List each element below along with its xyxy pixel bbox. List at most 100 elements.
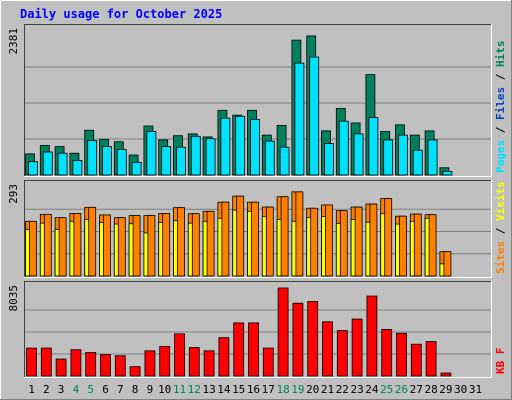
- files-bar: [383, 139, 394, 176]
- files-bar: [131, 161, 142, 176]
- sites-bar: [399, 215, 407, 277]
- files-bar: [102, 146, 112, 176]
- kbf-bar: [351, 318, 363, 377]
- bars-hits_files_pages: [25, 35, 453, 176]
- day-label: 10: [158, 383, 171, 396]
- sites-bar: [177, 207, 185, 277]
- kbf-bar: [218, 337, 230, 377]
- day-label: 14: [217, 383, 231, 396]
- kbf-bar: [70, 349, 82, 377]
- day-label: 15: [232, 383, 245, 396]
- kbf-bar: [396, 332, 407, 377]
- day-label: 12: [188, 383, 201, 396]
- day-label: 19: [291, 383, 304, 396]
- files-bar: [42, 151, 53, 176]
- kbf-bar: [26, 347, 37, 377]
- sites-bar: [428, 214, 437, 277]
- y-max-label: 293: [7, 184, 20, 204]
- day-label: 9: [147, 383, 154, 396]
- files-bar: [427, 139, 438, 176]
- panel-hits_files_pages: 2381 Pages / Files / Hits: [7, 24, 507, 177]
- files-bar: [116, 149, 127, 176]
- series-legend: Pages / Files / Hits: [494, 41, 507, 174]
- files-bar: [398, 134, 408, 176]
- sites-bar: [191, 213, 200, 277]
- files-bar: [309, 56, 320, 176]
- kbf-bar: [100, 354, 111, 377]
- sites-bar: [339, 210, 348, 277]
- sites-bar: [43, 213, 52, 277]
- kbf-bar: [248, 322, 259, 377]
- sites-bar: [103, 214, 111, 277]
- sites-bar: [147, 215, 156, 277]
- sites-bar: [162, 213, 171, 277]
- files-bar: [294, 62, 305, 176]
- files-bar: [250, 118, 260, 176]
- sites-bar: [325, 204, 333, 277]
- kbf-bar: [292, 302, 304, 377]
- sites-bar: [310, 207, 319, 277]
- kbf-bar: [440, 372, 452, 377]
- day-label: 26: [395, 383, 408, 396]
- day-label: 5: [87, 383, 94, 396]
- files-bar: [324, 143, 334, 176]
- sites-bar: [29, 220, 37, 277]
- kbf-bar: [410, 343, 422, 377]
- kbf-bar: [322, 321, 333, 377]
- kbf-bar: [277, 287, 289, 377]
- day-label: 30: [454, 383, 467, 396]
- day-label: 17: [262, 383, 275, 396]
- files-bar: [235, 115, 246, 176]
- y-max-label: 2381: [7, 28, 20, 55]
- files-bar: [338, 120, 349, 176]
- day-label: 2: [43, 383, 50, 396]
- sites-bar: [117, 217, 126, 277]
- sites-bar: [384, 198, 393, 277]
- kbf-bar: [85, 352, 97, 377]
- kbf-bar: [336, 330, 348, 377]
- files-bar: [72, 160, 83, 176]
- files-bar: [87, 140, 98, 176]
- sites-bar: [443, 251, 452, 277]
- day-label: 11: [173, 383, 186, 396]
- day-label: 25: [380, 383, 393, 396]
- kbf-bar: [203, 350, 215, 377]
- files-bar: [353, 133, 364, 176]
- files-bar: [368, 117, 379, 176]
- kbf-bar: [129, 366, 141, 377]
- kbf-bar: [381, 329, 393, 377]
- day-label: 6: [102, 383, 109, 396]
- kbf-bar: [144, 350, 156, 377]
- series-legend: KB F: [494, 348, 507, 375]
- files-bar: [264, 140, 275, 176]
- day-label: 29: [439, 383, 452, 396]
- day-label: 4: [73, 383, 80, 396]
- series-legend: Sites / Visits: [494, 181, 507, 274]
- kbf-bar: [174, 333, 185, 377]
- sites-bar: [413, 213, 422, 277]
- day-label: 20: [306, 383, 319, 396]
- files-bar: [220, 117, 231, 176]
- kbf-bar: [366, 295, 378, 377]
- kbf-bar: [114, 355, 126, 377]
- kbf-bar: [159, 346, 171, 377]
- kbf-bar: [307, 301, 319, 377]
- sites-bar: [73, 213, 82, 277]
- y-max-label: 8035: [7, 285, 20, 312]
- kbf-bar: [262, 347, 274, 377]
- bars-kbf: [26, 287, 452, 377]
- kbf-bar: [233, 322, 245, 377]
- files-bar: [190, 135, 201, 176]
- day-label: 3: [58, 383, 65, 396]
- kbf-bar: [40, 347, 52, 377]
- day-label: 28: [424, 383, 437, 396]
- day-label: 13: [202, 383, 215, 396]
- sites-bar: [221, 201, 230, 277]
- sites-bar: [295, 191, 304, 277]
- day-label: 24: [365, 383, 379, 396]
- chart-title: Daily usage for October 2025: [20, 7, 222, 21]
- bars-sites_visits: [25, 191, 452, 277]
- day-label: 23: [350, 383, 363, 396]
- day-label: 7: [117, 383, 124, 396]
